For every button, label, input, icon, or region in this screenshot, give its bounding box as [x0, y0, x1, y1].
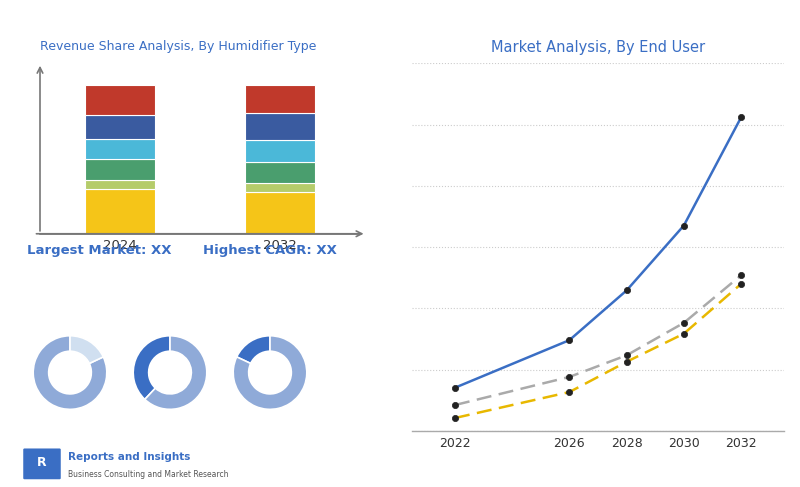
Text: Business Consulting and Market Research: Business Consulting and Market Research	[68, 470, 229, 479]
Wedge shape	[134, 336, 170, 399]
Bar	[85, 180, 155, 189]
Wedge shape	[145, 336, 206, 410]
FancyBboxPatch shape	[22, 448, 62, 480]
Bar	[85, 115, 155, 139]
Bar	[85, 189, 155, 234]
Bar	[245, 163, 315, 183]
Wedge shape	[234, 336, 306, 410]
Bar	[245, 113, 315, 140]
Text: Largest Market: XX: Largest Market: XX	[26, 244, 171, 257]
Bar	[245, 85, 315, 113]
Bar	[245, 192, 315, 234]
Text: Highest CAGR: XX: Highest CAGR: XX	[203, 244, 337, 257]
Bar	[85, 159, 155, 180]
Wedge shape	[70, 336, 103, 363]
Title: Market Analysis, By End User: Market Analysis, By End User	[491, 40, 705, 55]
Bar	[245, 183, 315, 192]
Wedge shape	[34, 336, 106, 410]
Bar	[85, 139, 155, 159]
Bar	[245, 140, 315, 163]
Text: GLOBAL HUMIDIFIER MARKET SEGMENT ANALYSIS: GLOBAL HUMIDIFIER MARKET SEGMENT ANALYSI…	[14, 17, 503, 35]
Bar	[85, 85, 155, 115]
Text: R: R	[37, 455, 47, 468]
Text: Revenue Share Analysis, By Humidifier Type: Revenue Share Analysis, By Humidifier Ty…	[40, 40, 316, 53]
Text: Reports and Insights: Reports and Insights	[68, 452, 190, 462]
Wedge shape	[237, 336, 270, 363]
